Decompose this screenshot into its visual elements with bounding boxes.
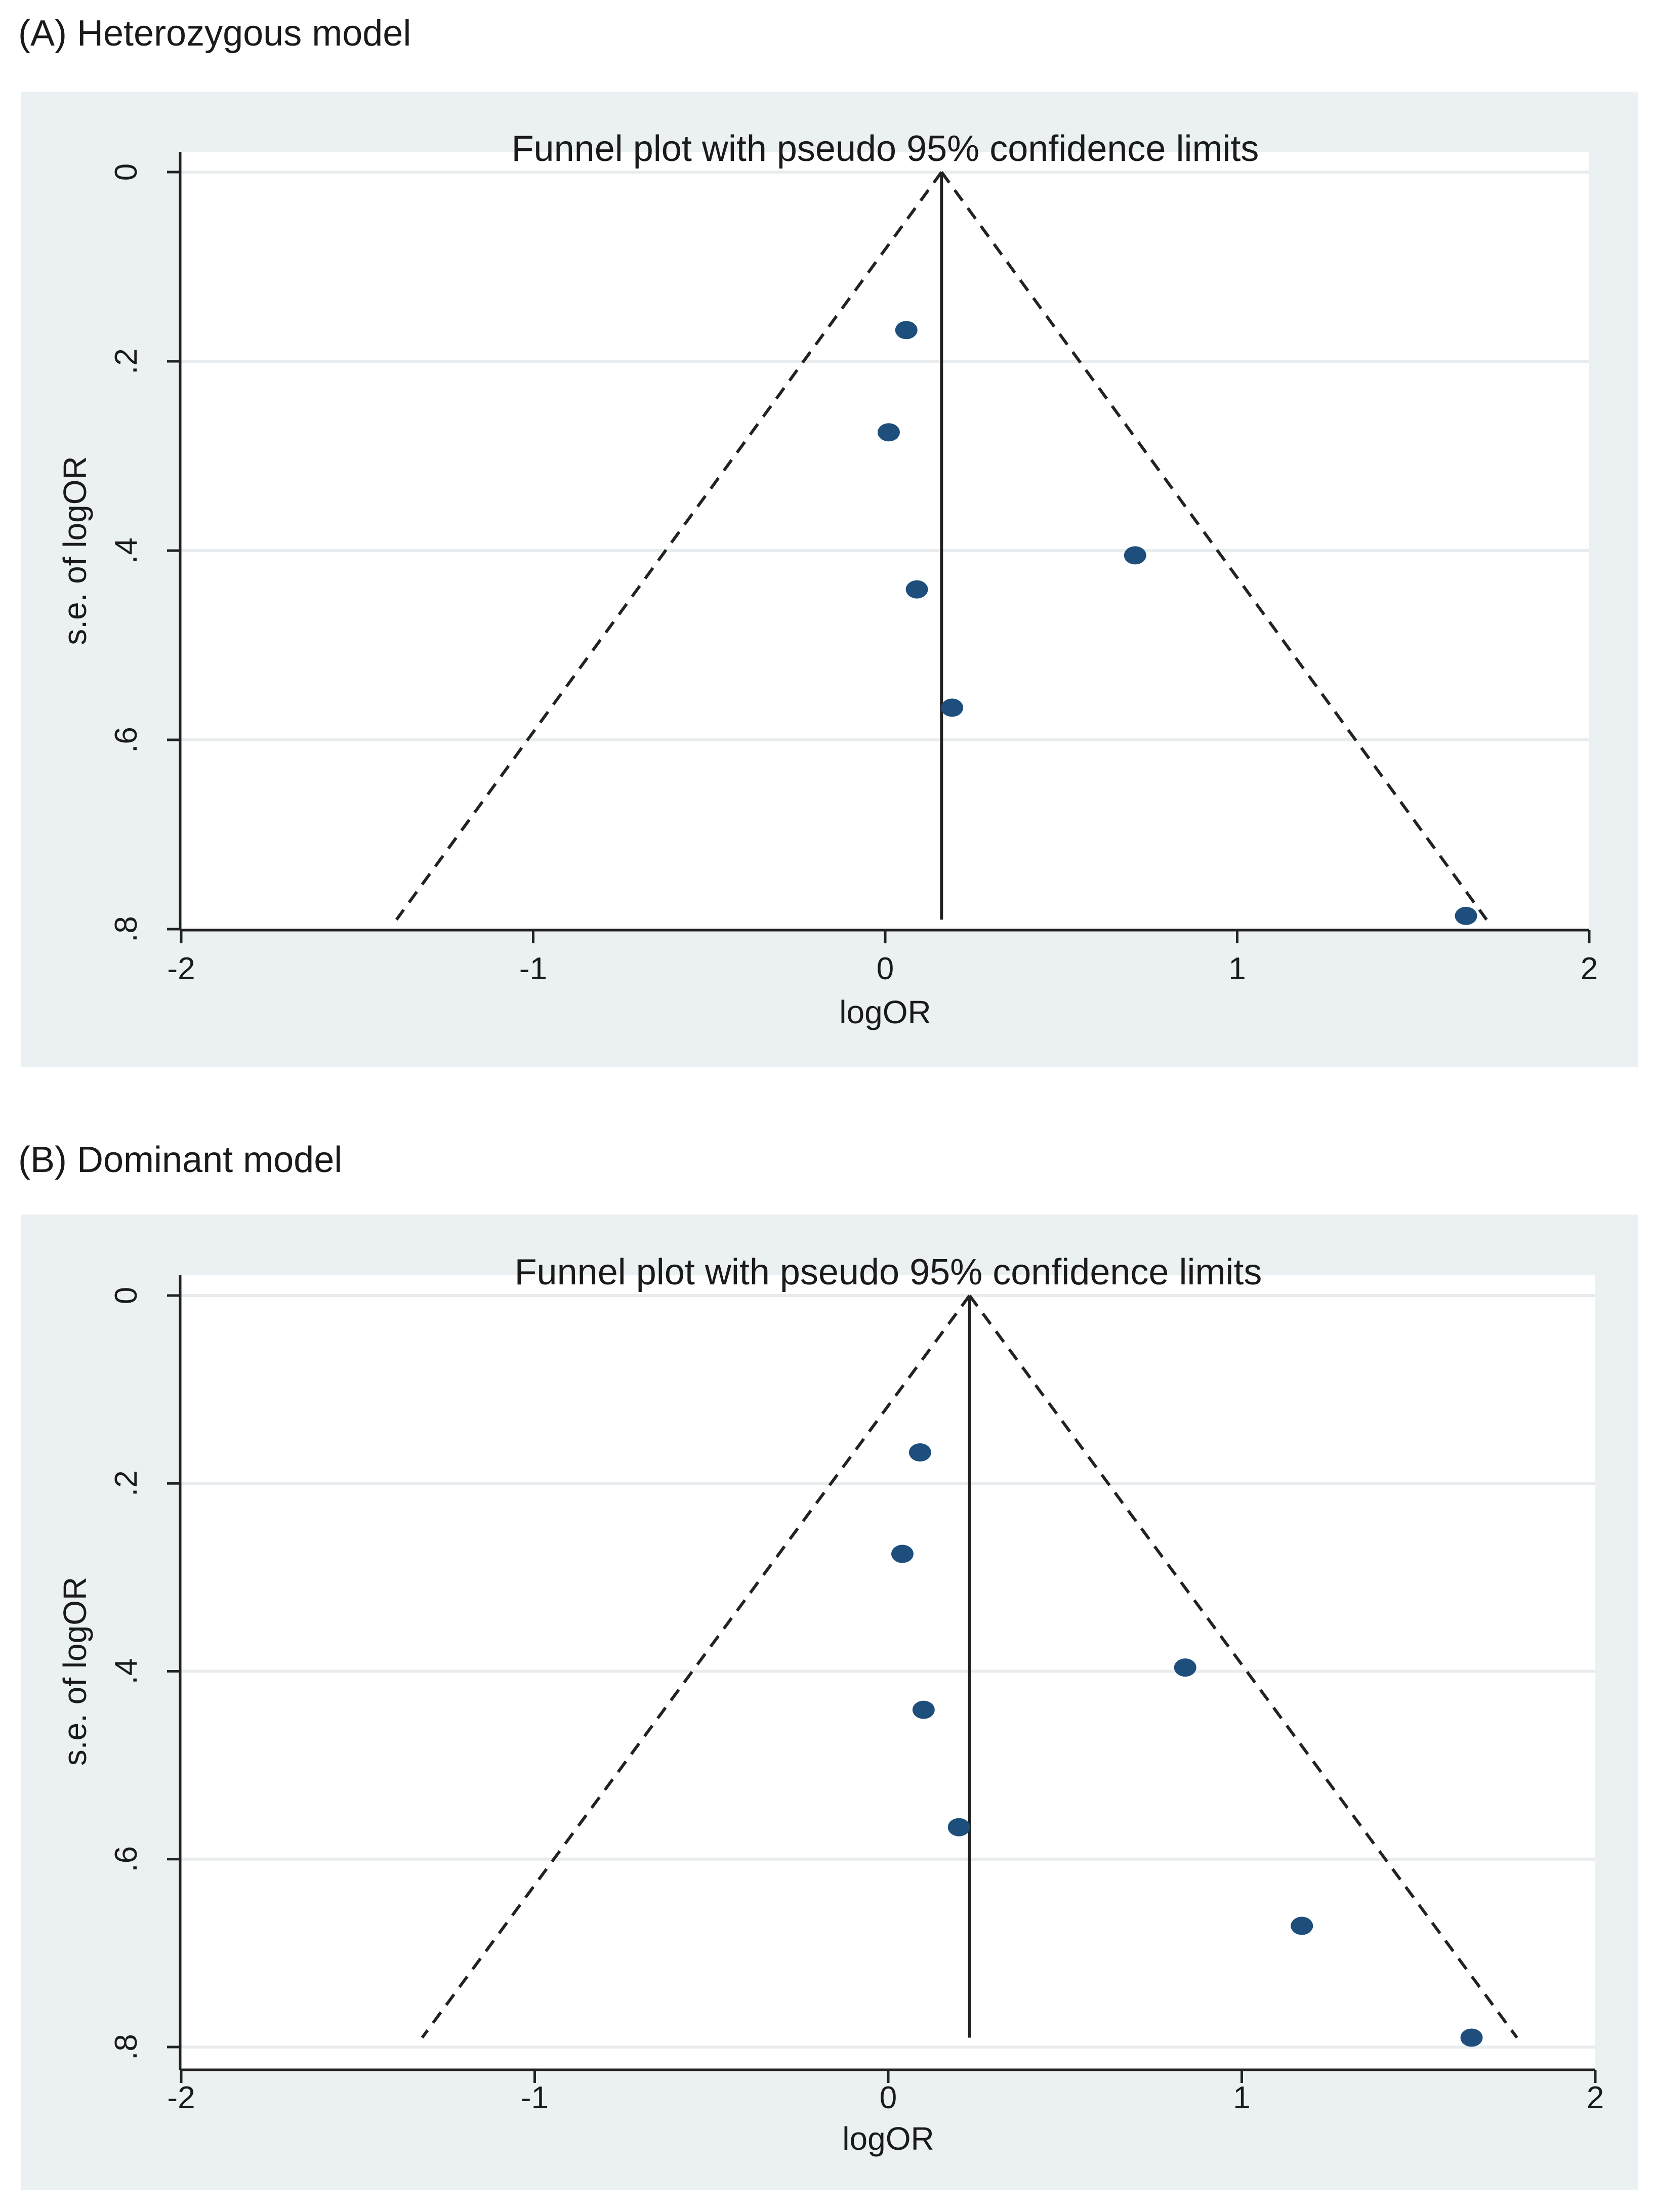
- y-tick-label: .6: [109, 1846, 144, 1872]
- x-tick-label: 1: [1228, 951, 1246, 986]
- panel-b-heading: (B) Dominant model: [18, 1140, 343, 1180]
- study-point: [947, 1818, 970, 1837]
- study-point: [1291, 1916, 1313, 1935]
- chart-title: Funnel plot with pseudo 95% confidence l…: [515, 1252, 1262, 1292]
- y-axis-label: s.e. of logOR: [57, 1577, 93, 1766]
- x-tick-label: -2: [167, 2080, 195, 2115]
- x-tick-label: 0: [880, 2080, 897, 2115]
- study-point: [1455, 906, 1477, 925]
- x-tick-label: -2: [167, 951, 195, 986]
- y-axis-label: s.e. of logOR: [57, 456, 93, 645]
- chart-title: Funnel plot with pseudo 95% confidence l…: [512, 129, 1259, 169]
- x-tick-label: -1: [519, 951, 547, 986]
- x-tick-label: 2: [1581, 951, 1598, 986]
- study-point: [941, 698, 964, 717]
- study-point: [1174, 1658, 1196, 1677]
- x-axis-label: logOR: [839, 994, 931, 1030]
- study-point: [912, 1700, 935, 1719]
- y-tick-label: 0: [109, 1287, 144, 1304]
- y-tick-label: .2: [109, 348, 144, 374]
- y-tick-label: .2: [109, 1470, 144, 1496]
- x-tick-label: 0: [877, 951, 894, 986]
- plot-area: [180, 152, 1589, 930]
- y-tick-label: .8: [109, 2034, 144, 2060]
- study-point: [905, 580, 928, 599]
- y-tick-label: 0: [109, 163, 144, 181]
- study-point: [908, 1443, 931, 1462]
- y-tick-label: .8: [109, 916, 144, 942]
- panel-a-heading: (A) Heterozygous model: [18, 13, 411, 54]
- study-point: [895, 321, 918, 340]
- study-point: [877, 423, 900, 442]
- funnel-left-limit: [421, 1295, 971, 2039]
- y-tick-label: .4: [109, 1658, 144, 1685]
- x-tick-label: -1: [521, 2080, 549, 2115]
- funnel-right-limit: [968, 1295, 1518, 2039]
- study-point: [1460, 2028, 1483, 2047]
- x-tick-label: 2: [1587, 2080, 1604, 2115]
- study-point: [1124, 546, 1146, 565]
- x-axis-label: logOR: [842, 2120, 934, 2157]
- x-tick-label: 1: [1233, 2080, 1250, 2115]
- y-tick-label: .4: [109, 537, 144, 564]
- y-tick-label: .6: [109, 727, 144, 753]
- study-point: [891, 1545, 914, 1563]
